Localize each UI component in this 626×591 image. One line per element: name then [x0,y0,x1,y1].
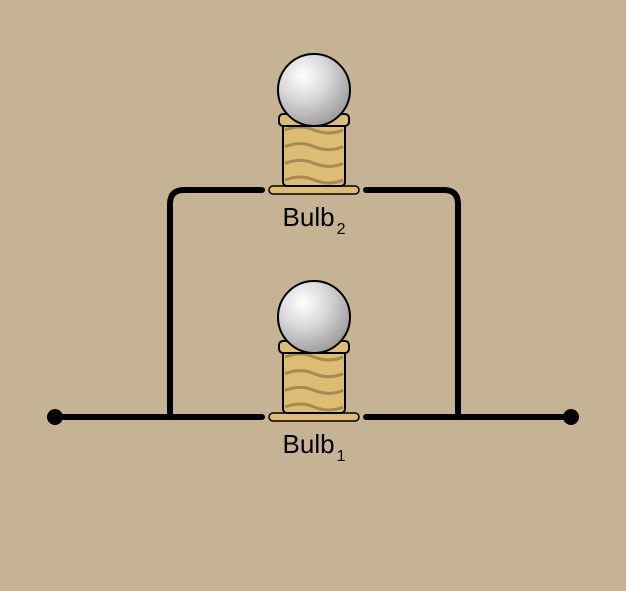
label-bulb2-text: Bulb [283,202,335,232]
bulb-top-contact-foot [269,186,359,194]
label-bulb2-subscript: 2 [337,221,346,238]
terminal-right [563,409,579,425]
label-bulb1-text: Bulb [283,429,335,459]
label-bulb1-subscript: 1 [337,448,346,465]
bulb-bottom-contact-foot [269,413,359,421]
bulb-top [269,54,359,194]
terminal-left [47,409,63,425]
bulb-top-glass [278,54,350,126]
bulb-bottom [269,281,359,421]
bulb-bottom-glass [278,281,350,353]
